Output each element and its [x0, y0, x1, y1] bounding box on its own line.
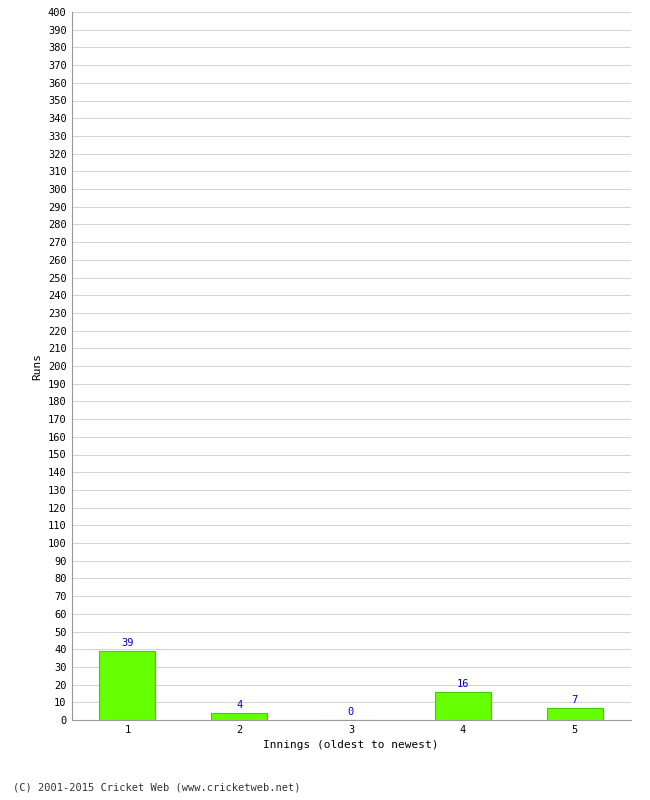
Bar — [99, 651, 155, 720]
Text: (C) 2001-2015 Cricket Web (www.cricketweb.net): (C) 2001-2015 Cricket Web (www.cricketwe… — [13, 782, 300, 792]
Y-axis label: Runs: Runs — [32, 353, 42, 379]
Text: 4: 4 — [236, 700, 242, 710]
Bar — [547, 708, 603, 720]
Bar — [211, 713, 267, 720]
Text: 7: 7 — [571, 695, 578, 705]
Text: 39: 39 — [121, 638, 134, 648]
Bar — [435, 692, 491, 720]
Text: 0: 0 — [348, 707, 354, 718]
X-axis label: Innings (oldest to newest): Innings (oldest to newest) — [263, 741, 439, 750]
Text: 16: 16 — [456, 679, 469, 689]
